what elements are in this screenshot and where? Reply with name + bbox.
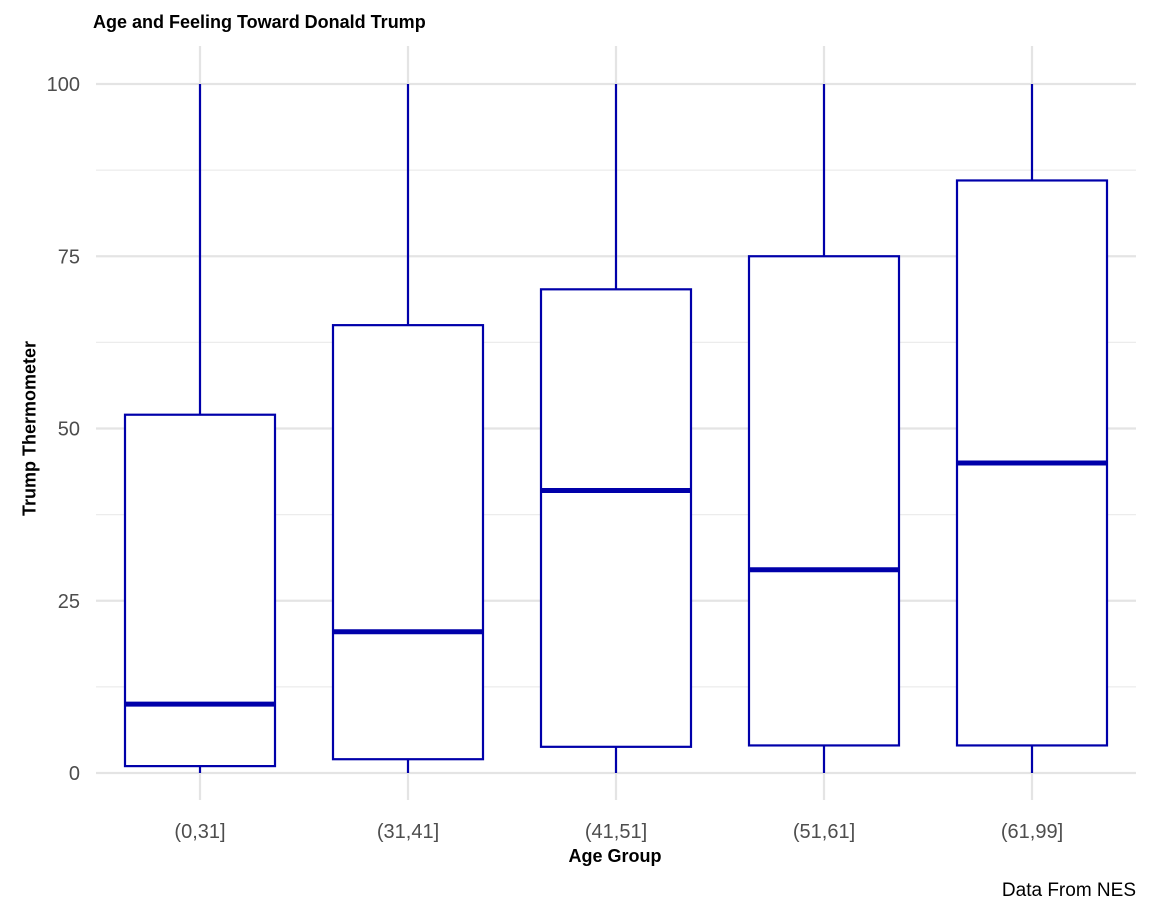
x-tick-label: (0,31]	[174, 821, 225, 843]
y-tick-label: 75	[58, 246, 80, 268]
y-tick-label: 100	[47, 74, 80, 96]
y-tick-label: 50	[58, 419, 80, 441]
y-tick-label: 0	[69, 763, 80, 785]
box	[539, 288, 693, 748]
box	[747, 255, 901, 747]
y-tick-label: 25	[58, 591, 80, 613]
x-tick-label: (41,51]	[585, 821, 647, 843]
y-axis-label: Trump Thermometer	[19, 340, 40, 517]
x-tick-label: (61,99]	[1001, 821, 1063, 843]
x-axis-label: Age Group	[568, 846, 662, 866]
box	[331, 324, 485, 761]
chart-title: Age and Feeling Toward Donald Trump	[93, 12, 426, 32]
chart-caption: Data From NES	[1001, 880, 1136, 901]
x-tick-label: (31,41]	[377, 821, 439, 843]
x-tick-label: (51,61]	[793, 821, 855, 843]
box	[123, 413, 277, 768]
